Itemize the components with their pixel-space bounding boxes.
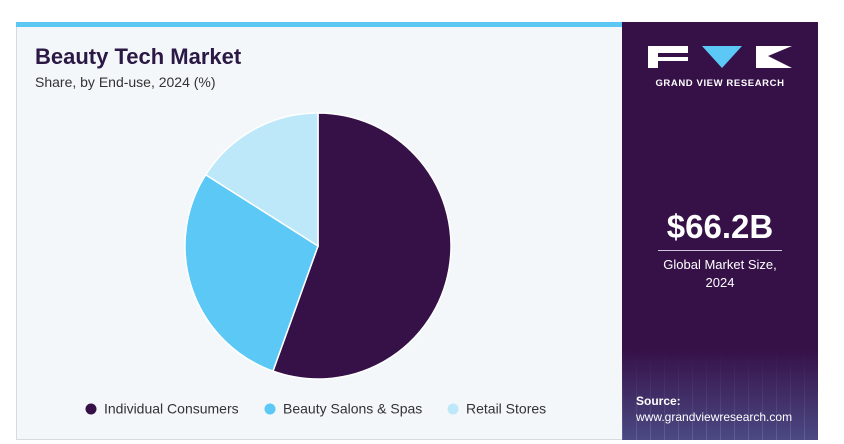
- market-size-label: Global Market Size, 2024: [663, 257, 777, 290]
- legend-swatch: [264, 403, 276, 415]
- market-size: $66.2B: [666, 208, 774, 245]
- side-panel: GRAND VIEW RESEARCH $66.2B Global Market…: [622, 22, 818, 440]
- pie-slice: [184, 173, 319, 373]
- accent-strip: [16, 22, 622, 27]
- source-label: Source:: [636, 394, 681, 408]
- legend-label: Beauty Salons & Spas: [283, 401, 422, 417]
- legend-swatch: [447, 403, 459, 415]
- logo: [648, 46, 792, 68]
- decor-grid: [622, 350, 818, 440]
- chart: Individual Consumers Beauty Salons & Spas…: [85, 112, 546, 417]
- brand: GRAND VIEW RESEARCH: [655, 78, 785, 89]
- chart-title: Beauty Tech Market: [35, 44, 242, 69]
- divider: [658, 250, 782, 251]
- chart-subtitle: Share, by End-use, 2024 (%): [35, 74, 216, 90]
- legend-label: Individual Consumers: [104, 401, 239, 417]
- pie-slice: [271, 112, 452, 380]
- legend-label: Retail Stores: [466, 401, 546, 417]
- source-url: www.grandviewresearch.com: [636, 410, 793, 424]
- legend-swatch: [85, 403, 97, 415]
- pie-slice: [204, 112, 319, 248]
